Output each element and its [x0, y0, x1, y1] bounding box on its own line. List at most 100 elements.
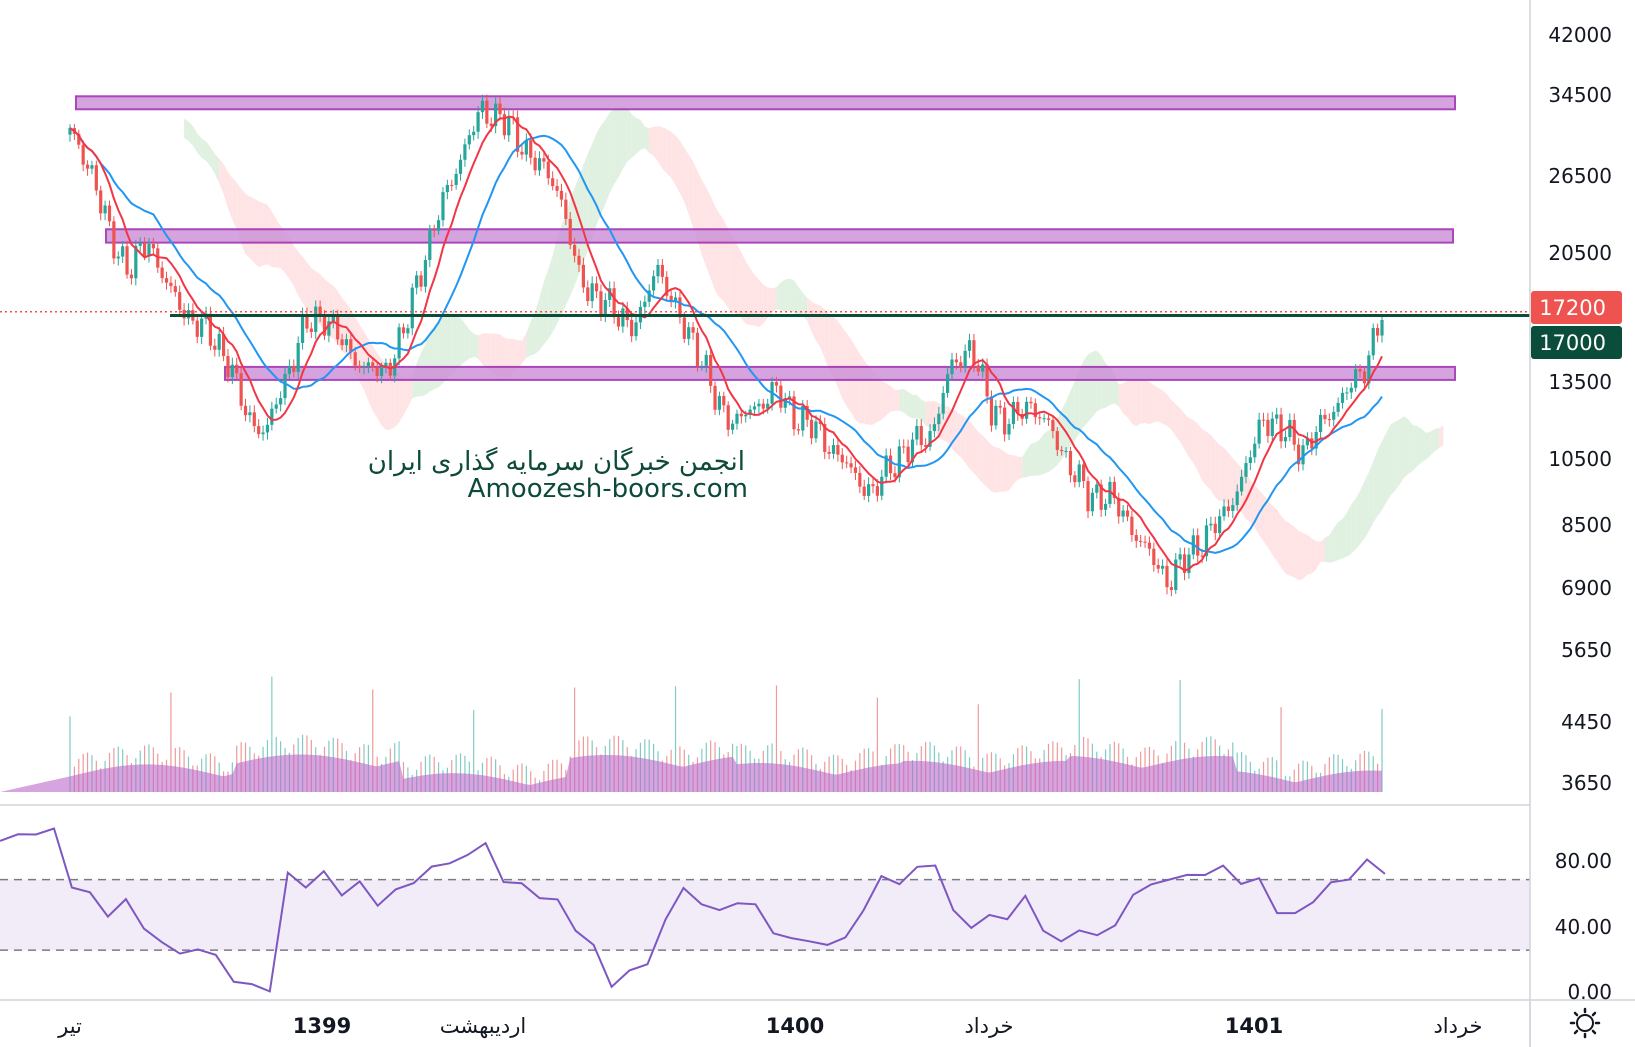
volume-histogram: [0, 676, 1383, 792]
candle-body: [814, 421, 818, 439]
candle-body: [871, 484, 875, 487]
cloud-segment: [1377, 441, 1382, 516]
cloud-segment: [1320, 537, 1325, 562]
candle-body: [142, 243, 147, 256]
candle-body: [529, 140, 533, 158]
candle-body: [704, 354, 708, 366]
settings-gear-icon[interactable]: [1569, 1007, 1601, 1039]
price-axis[interactable]: 42000 34500 26500 20500 13500 10500 8500…: [1531, 23, 1622, 1004]
candle-body: [1103, 503, 1108, 510]
cloud-segment: [447, 311, 452, 379]
candle-body: [985, 364, 989, 397]
cloud-segment: [1219, 444, 1225, 502]
candle-body: [1257, 419, 1261, 444]
candle-body: [331, 315, 335, 322]
cloud-segment: [1386, 424, 1391, 503]
candle-body: [858, 472, 862, 487]
candle-body: [458, 159, 463, 174]
cloud-segment: [1092, 350, 1097, 417]
candle-body: [1112, 481, 1116, 498]
candle-body: [665, 276, 669, 296]
candle-body: [432, 229, 436, 231]
candle-body: [1358, 369, 1362, 372]
candle-body: [1143, 541, 1147, 543]
cloud-segment: [1004, 451, 1010, 492]
cloud-segment: [754, 274, 759, 328]
candle-body: [134, 245, 138, 279]
candle-body: [309, 328, 313, 332]
rsi-pane: [0, 804, 1530, 993]
cloud-segment: [552, 238, 558, 333]
candle-body: [322, 316, 327, 336]
candle-body: [1064, 450, 1068, 452]
cloud-segment: [824, 309, 830, 370]
candle-body: [85, 164, 90, 169]
cloud-segment: [232, 178, 237, 230]
candle-body: [1099, 484, 1103, 510]
cloud-segment: [1202, 428, 1207, 486]
cloud-segment: [1417, 426, 1422, 467]
candle-body: [643, 301, 647, 307]
cloud-segment: [715, 206, 720, 298]
candle-body: [906, 446, 910, 463]
cloud-segment: [1039, 433, 1045, 476]
candle-body: [125, 246, 129, 275]
cloud-segment: [1048, 426, 1053, 472]
cloud-segment: [1013, 455, 1018, 485]
candle-body: [160, 267, 164, 279]
candle-body: [1016, 401, 1020, 414]
candle-body: [279, 398, 283, 405]
candle-body: [910, 439, 915, 463]
cloud-segment: [1329, 527, 1334, 563]
cloud-segment: [1022, 450, 1027, 478]
candle-body: [221, 333, 226, 356]
candle-body: [103, 205, 107, 214]
price-zone: [224, 365, 1456, 381]
candle-body: [1275, 414, 1279, 419]
cloud-segment: [1342, 512, 1347, 559]
time-axis[interactable]: تیر 1399 اردیبهشت 1400 خرداد 1401 خرداد: [57, 1014, 1482, 1038]
candle-body: [1297, 444, 1301, 465]
cloud-segment: [1307, 534, 1312, 575]
cloud-segment: [1228, 452, 1233, 510]
cloud-segment: [1364, 472, 1369, 539]
price-tick: 42000: [1548, 23, 1612, 47]
candle-body: [230, 364, 234, 378]
candle-body: [1073, 475, 1077, 483]
cloud-segment: [614, 108, 619, 185]
candle-body: [735, 413, 739, 424]
cloud-segment: [184, 118, 189, 141]
cloud-segment: [912, 394, 917, 419]
cloud-segment: [1166, 394, 1172, 430]
time-tick: 1399: [293, 1014, 351, 1038]
candle-body: [573, 244, 577, 256]
candle-body: [630, 320, 634, 337]
candle-body: [1323, 414, 1327, 420]
cloud-segment: [1070, 381, 1075, 447]
cloud-segment: [517, 340, 522, 369]
watermark-site: Amoozesh-boors.com: [468, 474, 748, 504]
candle-body: [809, 419, 814, 439]
cloud-segment: [794, 280, 799, 316]
candle-body: [1134, 535, 1138, 541]
price-tick: 26500: [1548, 164, 1612, 188]
candle-body: [436, 220, 441, 231]
candle-body: [235, 364, 239, 374]
cloud-segment: [758, 280, 764, 328]
cloud-segment: [798, 286, 803, 316]
candle-body: [1288, 419, 1292, 438]
cloud-segment: [223, 164, 228, 209]
price-tick: 4450: [1561, 710, 1612, 734]
candle-body: [1161, 565, 1165, 569]
cloud-segment: [1009, 454, 1014, 491]
cloud-segment: [657, 126, 663, 169]
candle-body: [1349, 387, 1353, 393]
candle-body: [1174, 559, 1178, 591]
cloud-segment: [1254, 485, 1260, 536]
rsi-tick: 40.00: [1555, 915, 1612, 939]
cloud-segment: [596, 125, 601, 225]
candle-body: [1279, 414, 1283, 442]
cloud-segment: [890, 386, 895, 412]
candle-body: [542, 158, 546, 162]
